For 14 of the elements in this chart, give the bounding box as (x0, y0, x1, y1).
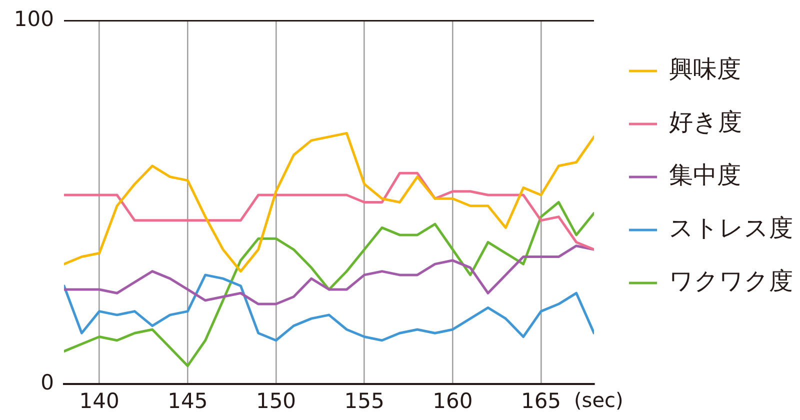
legend-label: ストレス度 (669, 214, 793, 242)
x-tick-label: 145 (168, 389, 208, 414)
legend-label: 興味度 (669, 55, 741, 84)
legend-label: 集中度 (669, 161, 741, 190)
x-tick-label: 160 (432, 389, 473, 414)
x-tick-label: 165 (520, 389, 562, 414)
y-tick-label: 0 (40, 370, 54, 394)
x-tick-label: 155 (344, 389, 384, 414)
x-tick-label: 150 (256, 389, 296, 414)
legend-label: 好き度 (669, 108, 742, 136)
x-tick-label: 140 (79, 389, 120, 414)
legend-label: ワクワク度 (669, 267, 793, 296)
y-tick-label: 100 (14, 6, 54, 31)
x-axis-title: (sec) (574, 388, 624, 412)
